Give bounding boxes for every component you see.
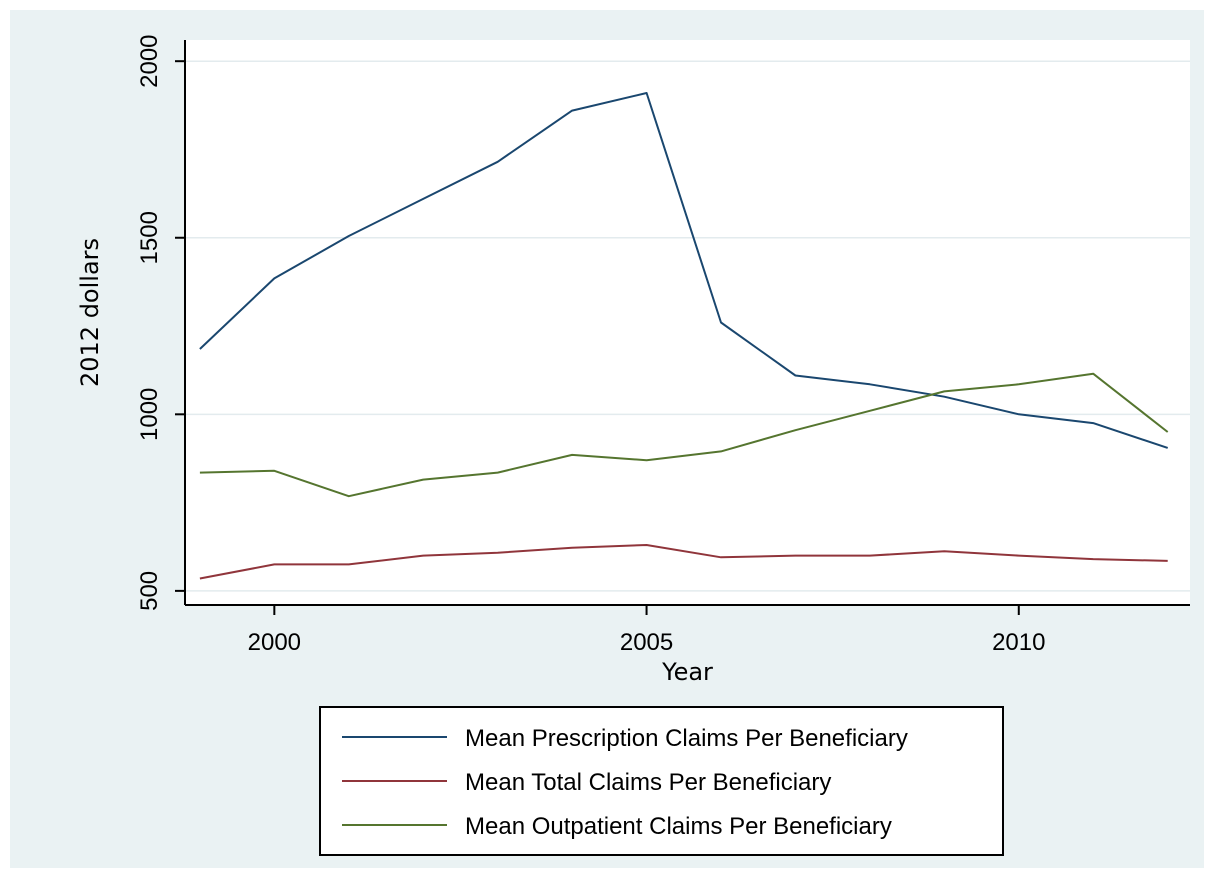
x-tick-label-2000: 2000: [248, 629, 301, 656]
chart-frame: 500 1000 1500 2000 2000 2005 2010 Year 2012 d…: [10, 10, 1204, 868]
line-chart: 500 1000 1500 2000 2000 2005 2010 Year 2012 d…: [76, 34, 1190, 856]
axes: [175, 40, 1190, 615]
series-line-3: [199, 372, 1169, 498]
plot-background: [185, 40, 1190, 605]
y-axis-title: 2012 dollars: [76, 238, 104, 387]
x-axis-title: Year: [661, 658, 713, 686]
legend: Mean Prescription Claims Per Beneficiary…: [319, 706, 1004, 856]
series-line-1: [199, 92, 1169, 449]
legend-label-2: Mean Total Claims Per Beneficiary: [465, 769, 831, 796]
plot-area: [185, 40, 1190, 605]
legend-items: Mean Prescription Claims Per Beneficiary…: [342, 725, 908, 840]
x-tick-labels: 2000 2005 2010: [248, 629, 1046, 656]
legend-label-3: Mean Outpatient Claims Per Beneficiary: [465, 813, 892, 840]
x-tick-label-2010: 2010: [992, 629, 1045, 656]
series-line-2: [199, 544, 1168, 580]
y-tick-label-2000: 2000: [136, 34, 163, 87]
legend-label-1: Mean Prescription Claims Per Beneficiary: [465, 725, 908, 752]
y-tick-label-500: 500: [136, 571, 163, 611]
y-tick-label-1500: 1500: [136, 211, 163, 264]
y-tick-label-1000: 1000: [136, 388, 163, 441]
y-tick-labels: 500 1000 1500 2000: [136, 34, 163, 610]
x-tick-label-2005: 2005: [620, 629, 673, 656]
series-lines: [199, 92, 1169, 580]
